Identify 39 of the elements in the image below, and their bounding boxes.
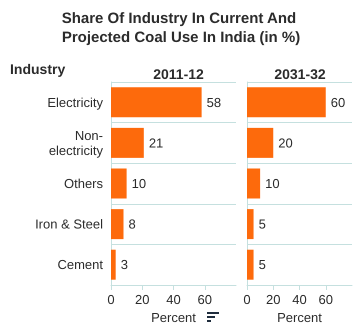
x-tick-label: 20 bbox=[135, 292, 150, 307]
y-tick-label: Non-electricity bbox=[48, 128, 104, 158]
x-tick-label: 0 bbox=[243, 292, 251, 307]
data-label: 21 bbox=[148, 135, 164, 150]
data-label: 58 bbox=[206, 94, 222, 110]
x-axis-title: Percent bbox=[151, 310, 196, 325]
data-label: 3 bbox=[120, 257, 128, 272]
bar bbox=[247, 250, 254, 280]
bar bbox=[111, 128, 144, 158]
x-tick-label: 60 bbox=[198, 292, 212, 307]
chart-subtitle: 2031-32 bbox=[274, 66, 326, 82]
y-axis-title: Industry bbox=[10, 61, 66, 77]
bar bbox=[247, 87, 326, 118]
x-tick-label: 0 bbox=[107, 292, 115, 307]
data-label: 10 bbox=[132, 176, 146, 191]
bar bbox=[111, 87, 202, 118]
y-tick-label: Others bbox=[64, 176, 104, 191]
data-label: 8 bbox=[128, 216, 136, 232]
bar bbox=[111, 250, 116, 280]
x-tick-label: 40 bbox=[166, 292, 181, 307]
y-tick-label: Iron & Steel bbox=[35, 216, 104, 232]
data-label: 60 bbox=[330, 94, 346, 110]
chart-subtitle: 2011-12 bbox=[153, 66, 204, 82]
data-label: 20 bbox=[278, 135, 293, 150]
x-tick-label: 20 bbox=[266, 292, 280, 307]
x-tick-label: 60 bbox=[318, 292, 333, 307]
y-tick-label: Electricity bbox=[47, 94, 104, 110]
x-tick-label: 40 bbox=[292, 292, 307, 307]
data-label: 10 bbox=[265, 176, 280, 191]
bar bbox=[111, 168, 127, 198]
y-tick-label: Cement bbox=[57, 257, 104, 272]
x-axis-title: Percent bbox=[277, 310, 322, 325]
data-label: 5 bbox=[258, 257, 266, 272]
chart-title: Share Of Industry In Current And Projected Coal Use In India (in %) bbox=[62, 10, 300, 46]
bar bbox=[111, 209, 124, 240]
bar bbox=[247, 168, 260, 198]
bar bbox=[247, 209, 254, 240]
data-label: 5 bbox=[258, 216, 266, 232]
bar bbox=[247, 128, 274, 158]
